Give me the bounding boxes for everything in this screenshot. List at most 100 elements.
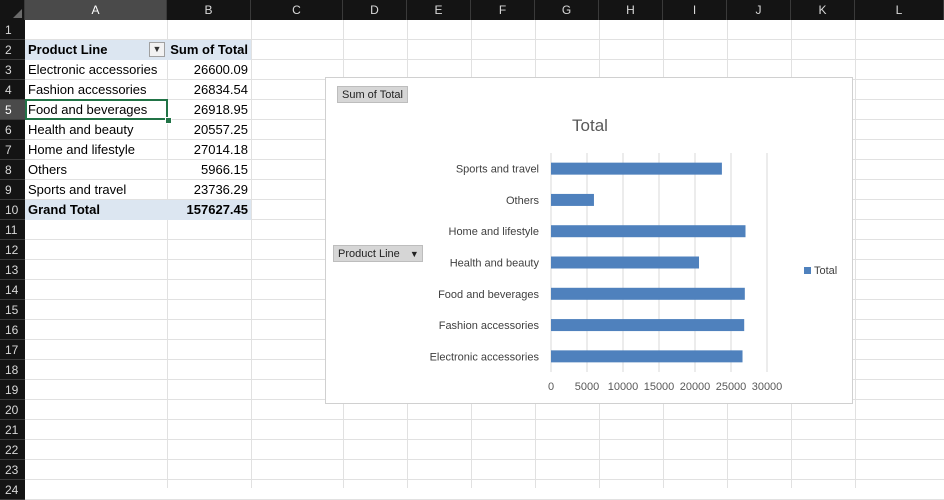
column-header-c[interactable]: C xyxy=(251,0,343,20)
x-tick-label: 10000 xyxy=(608,381,639,393)
pivot-row-label[interactable]: Food and beverages xyxy=(28,102,148,117)
pivot-row-label[interactable]: Fashion accessories xyxy=(28,82,147,97)
gridline-vertical xyxy=(251,20,252,488)
axis-field-button[interactable]: Product Line ▼ xyxy=(333,245,423,262)
bar-health-and-beauty[interactable] xyxy=(551,256,700,269)
row-header-20[interactable]: 20 xyxy=(0,400,25,420)
chart-title[interactable]: Total xyxy=(572,116,608,135)
legend-swatch xyxy=(804,267,811,274)
grand-total-label[interactable]: Grand Total xyxy=(25,200,168,220)
column-header-bar xyxy=(0,0,944,20)
category-label: Health and beauty xyxy=(450,258,540,270)
row-header-9[interactable]: 9 xyxy=(0,180,25,200)
chart-legend[interactable]: Total xyxy=(804,265,837,277)
column-header-g[interactable]: G xyxy=(535,0,599,20)
row-header-5[interactable]: 5 xyxy=(0,100,25,120)
column-header-d[interactable]: D xyxy=(343,0,407,20)
pivot-row-label[interactable]: Others xyxy=(28,162,68,177)
pivot-header-row-label[interactable]: Product Line xyxy=(25,40,168,60)
row-header-22[interactable]: 22 xyxy=(0,440,25,460)
bar-home-and-lifestyle[interactable] xyxy=(551,225,746,238)
row-header-19[interactable]: 19 xyxy=(0,380,25,400)
row-header-1[interactable]: 1 xyxy=(0,20,25,40)
gridline-horizontal xyxy=(25,59,944,60)
x-tick-label: 0 xyxy=(548,381,554,393)
row-header-13[interactable]: 13 xyxy=(0,260,25,280)
bar-sports-and-travel[interactable] xyxy=(551,162,722,175)
gridline-horizontal xyxy=(25,439,944,440)
bar-others[interactable] xyxy=(551,193,594,206)
pivot-row-label[interactable]: Home and lifestyle xyxy=(28,142,135,157)
pivot-row-value[interactable]: 26600.09 xyxy=(193,62,248,77)
pivot-row-value[interactable]: 26918.95 xyxy=(193,102,248,117)
column-header-l[interactable]: L xyxy=(855,0,944,20)
filter-dropdown-icon: ▼ xyxy=(409,249,419,259)
row-header-11[interactable]: 11 xyxy=(0,220,25,240)
gridline-horizontal xyxy=(25,39,944,40)
row-header-2[interactable]: 2 xyxy=(0,40,25,60)
gridline-horizontal xyxy=(25,459,944,460)
column-header-a[interactable]: A xyxy=(25,0,167,20)
column-header-k[interactable]: K xyxy=(791,0,855,20)
category-label: Home and lifestyle xyxy=(449,226,540,238)
row-header-23[interactable]: 23 xyxy=(0,460,25,480)
filter-dropdown-icon[interactable]: ▼ xyxy=(149,42,165,57)
row-header-17[interactable]: 17 xyxy=(0,340,25,360)
pivot-row-label[interactable]: Health and beauty xyxy=(28,122,134,137)
pivot-row-value[interactable]: 23736.29 xyxy=(193,182,248,197)
pivot-row-value[interactable]: 5966.15 xyxy=(201,162,248,177)
pivot-row-value[interactable]: 20557.25 xyxy=(193,122,248,137)
bar-food-and-beverages[interactable] xyxy=(551,287,745,300)
row-header-21[interactable]: 21 xyxy=(0,420,25,440)
row-header-18[interactable]: 18 xyxy=(0,360,25,380)
gridline-vertical xyxy=(855,20,856,488)
column-header-e[interactable]: E xyxy=(407,0,471,20)
fill-handle[interactable] xyxy=(165,117,172,124)
category-label: Food and beverages xyxy=(438,289,539,301)
pivot-row-value[interactable]: 26834.54 xyxy=(193,82,248,97)
column-header-h[interactable]: H xyxy=(599,0,663,20)
row-header-12[interactable]: 12 xyxy=(0,240,25,260)
row-header-16[interactable]: 16 xyxy=(0,320,25,340)
pivot-header-value[interactable]: Sum of Total xyxy=(168,40,251,60)
row-header-14[interactable]: 14 xyxy=(0,280,25,300)
gridline-horizontal xyxy=(25,419,944,420)
gridline-vertical xyxy=(167,20,168,488)
value-field-button[interactable]: Sum of Total xyxy=(337,86,408,103)
x-tick-label: 15000 xyxy=(644,381,675,393)
x-tick-label: 25000 xyxy=(716,381,747,393)
row-header-7[interactable]: 7 xyxy=(0,140,25,160)
row-header-15[interactable]: 15 xyxy=(0,300,25,320)
pivot-row-value[interactable]: 27014.18 xyxy=(193,142,248,157)
row-header-4[interactable]: 4 xyxy=(0,80,25,100)
x-tick-label: 20000 xyxy=(680,381,711,393)
x-tick-label: 30000 xyxy=(752,381,783,393)
column-header-b[interactable]: B xyxy=(167,0,251,20)
row-header-6[interactable]: 6 xyxy=(0,120,25,140)
category-label: Sports and travel xyxy=(456,164,539,176)
chart-plot-area: 0 5000 10000 15000 20000 25000 30000 Sports and… xyxy=(430,153,783,393)
pivot-chart[interactable]: Sum of Total Product Line ▼ Total 0 5000 1… xyxy=(325,77,853,404)
row-header-8[interactable]: 8 xyxy=(0,160,25,180)
category-label: Electronic accessories xyxy=(430,351,540,363)
axis-field-label: Product Line xyxy=(338,248,400,260)
select-all-corner[interactable] xyxy=(0,0,25,20)
pivot-row-label[interactable]: Electronic accessories xyxy=(28,62,158,77)
grand-total-value[interactable]: 157627.45 xyxy=(168,200,251,220)
legend-label: Total xyxy=(814,265,838,277)
bar-fashion-accessories[interactable] xyxy=(551,319,745,332)
row-header-10[interactable]: 10 xyxy=(0,200,25,220)
gridline-horizontal xyxy=(25,479,944,480)
bar-electronic-accessories[interactable] xyxy=(551,350,743,363)
column-header-i[interactable]: I xyxy=(663,0,727,20)
pivot-row-label[interactable]: Sports and travel xyxy=(28,182,127,197)
select-all-icon xyxy=(13,9,22,18)
column-header-f[interactable]: F xyxy=(471,0,535,20)
category-label: Fashion accessories xyxy=(439,320,540,332)
row-header-3[interactable]: 3 xyxy=(0,60,25,80)
row-header-24[interactable]: 24 xyxy=(0,480,25,500)
column-header-j[interactable]: J xyxy=(727,0,791,20)
category-label: Others xyxy=(506,195,540,207)
x-tick-label: 5000 xyxy=(575,381,599,393)
